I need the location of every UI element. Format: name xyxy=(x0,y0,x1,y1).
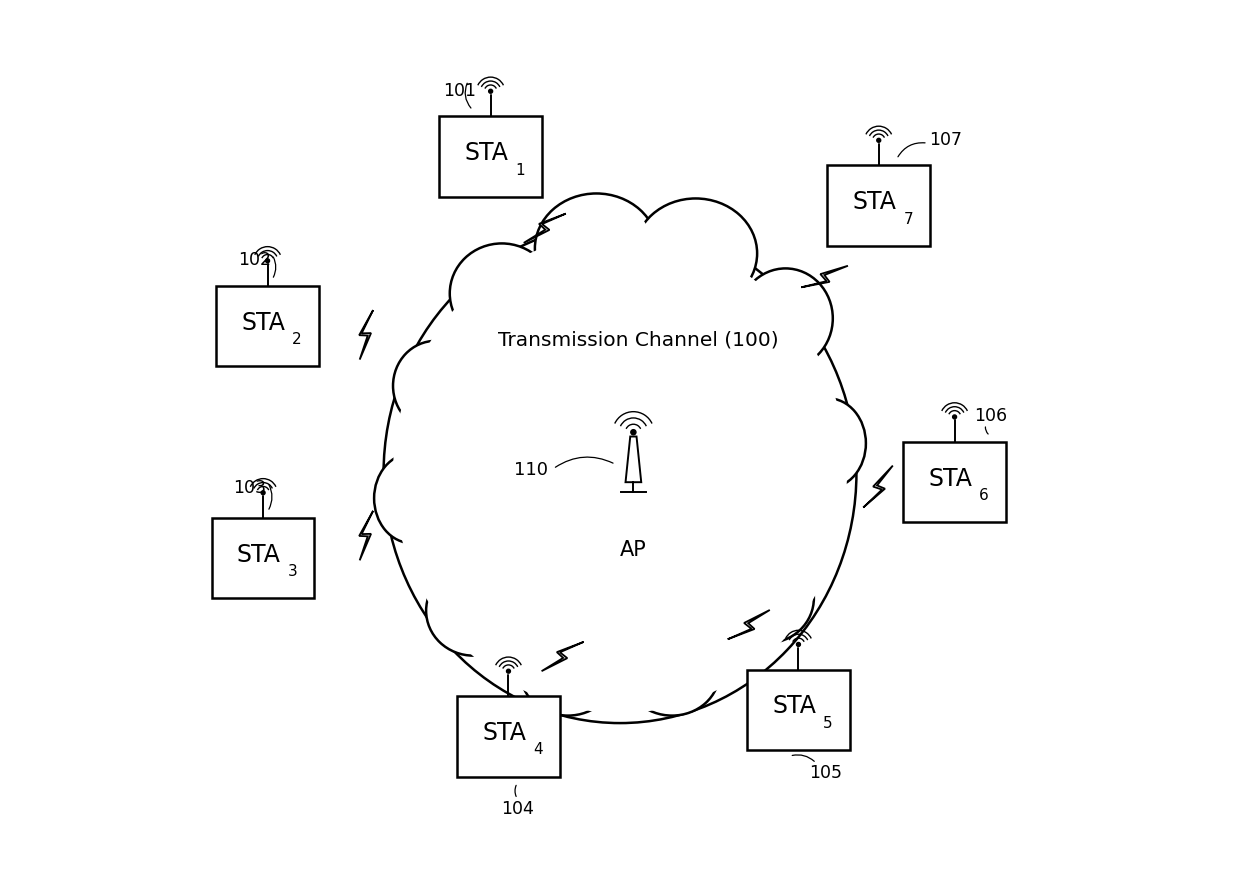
Polygon shape xyxy=(728,611,770,639)
Ellipse shape xyxy=(525,635,611,713)
FancyBboxPatch shape xyxy=(439,117,542,198)
Polygon shape xyxy=(523,215,565,244)
Text: 1: 1 xyxy=(516,163,525,177)
FancyBboxPatch shape xyxy=(748,670,849,750)
Text: 5: 5 xyxy=(823,715,833,730)
Text: STA: STA xyxy=(237,542,280,566)
Ellipse shape xyxy=(625,631,719,716)
Circle shape xyxy=(489,90,492,94)
Ellipse shape xyxy=(454,249,549,340)
Text: 110: 110 xyxy=(513,460,548,478)
Text: 2: 2 xyxy=(293,332,301,347)
Circle shape xyxy=(877,139,880,143)
Polygon shape xyxy=(360,511,373,561)
Ellipse shape xyxy=(521,631,615,716)
Circle shape xyxy=(952,416,956,419)
Ellipse shape xyxy=(534,194,658,304)
Ellipse shape xyxy=(634,199,758,309)
Text: 107: 107 xyxy=(929,131,962,148)
Ellipse shape xyxy=(629,635,715,713)
Circle shape xyxy=(631,430,636,435)
Ellipse shape xyxy=(539,198,653,299)
FancyBboxPatch shape xyxy=(216,287,319,367)
Ellipse shape xyxy=(450,244,554,344)
Text: AP: AP xyxy=(620,539,647,560)
Text: STA: STA xyxy=(773,694,816,718)
Text: Transmission Channel (100): Transmission Channel (100) xyxy=(497,331,779,350)
Ellipse shape xyxy=(393,234,847,713)
Text: 7: 7 xyxy=(904,211,913,226)
Circle shape xyxy=(262,491,265,495)
Circle shape xyxy=(506,670,511,673)
Ellipse shape xyxy=(639,204,753,305)
Circle shape xyxy=(796,643,800,646)
Polygon shape xyxy=(863,466,893,508)
Text: 102: 102 xyxy=(238,251,270,269)
FancyBboxPatch shape xyxy=(827,166,930,247)
Text: STA: STA xyxy=(464,141,508,164)
Ellipse shape xyxy=(723,557,810,640)
Ellipse shape xyxy=(719,553,813,644)
Ellipse shape xyxy=(374,454,450,544)
Polygon shape xyxy=(360,311,373,360)
Text: 106: 106 xyxy=(973,407,1007,425)
Text: 101: 101 xyxy=(443,81,476,99)
Text: 105: 105 xyxy=(808,763,842,781)
Text: STA: STA xyxy=(241,310,285,334)
FancyBboxPatch shape xyxy=(212,519,315,598)
Text: STA: STA xyxy=(929,466,972,490)
Polygon shape xyxy=(801,266,848,288)
Ellipse shape xyxy=(427,566,521,656)
Ellipse shape xyxy=(393,342,479,431)
FancyBboxPatch shape xyxy=(458,696,559,777)
Ellipse shape xyxy=(397,345,475,427)
FancyBboxPatch shape xyxy=(903,443,1006,523)
Text: 3: 3 xyxy=(288,563,298,578)
Text: STA: STA xyxy=(852,190,897,214)
Polygon shape xyxy=(542,642,584,671)
Circle shape xyxy=(265,259,269,264)
Ellipse shape xyxy=(383,224,857,723)
Ellipse shape xyxy=(742,273,830,365)
Text: 103: 103 xyxy=(233,478,267,496)
Text: 6: 6 xyxy=(980,487,990,502)
PathPatch shape xyxy=(625,437,641,483)
Ellipse shape xyxy=(430,569,517,653)
Ellipse shape xyxy=(738,269,833,369)
Text: STA: STA xyxy=(482,721,526,744)
Text: 104: 104 xyxy=(501,799,534,817)
Text: 4: 4 xyxy=(533,742,543,756)
Ellipse shape xyxy=(790,399,866,489)
Ellipse shape xyxy=(377,458,446,540)
Ellipse shape xyxy=(794,402,863,485)
